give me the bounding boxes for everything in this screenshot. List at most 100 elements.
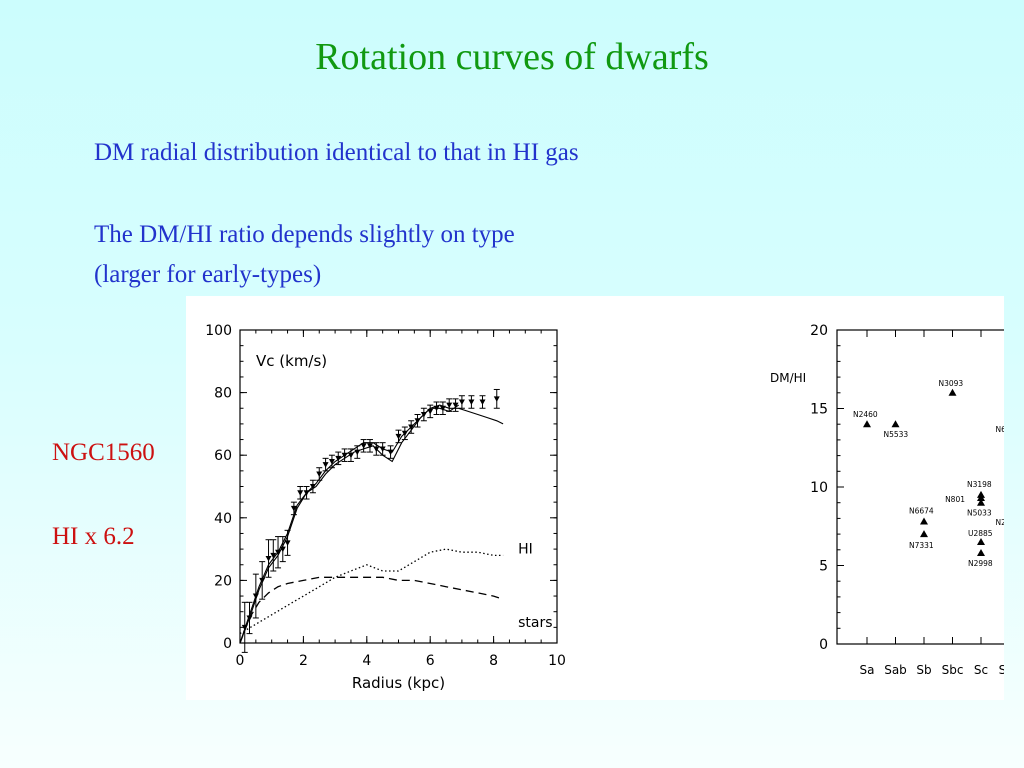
bullet-early-types: (larger for early-types) (94, 261, 322, 288)
data-point (433, 405, 440, 412)
point-label: N7331 (909, 541, 934, 550)
point-label: N5033 (967, 509, 992, 518)
data-point (341, 452, 348, 459)
point-label: N5533 (884, 430, 909, 439)
x-tick-label: 4 (362, 653, 371, 669)
y-tick-label: 20 (810, 323, 828, 339)
data-point (252, 593, 259, 600)
data-point (891, 420, 900, 428)
x-tick-label: 6 (426, 653, 435, 669)
dm-hi-ratio-chart: 05101520SaSabSbSbcScScdSdSdmSmImDM/HIN24… (770, 323, 1005, 677)
data-point (246, 615, 253, 621)
series-label-HI: HI (518, 541, 533, 557)
x-tick-label: 2 (299, 653, 308, 669)
point-label: N2998 (968, 559, 993, 568)
point-label: N2460 (853, 410, 878, 419)
data-point (354, 449, 361, 456)
bullet-dm-radial: DM radial distribution identical to that… (94, 139, 579, 166)
data-point (387, 449, 394, 456)
data-point (259, 577, 266, 584)
data-point (360, 443, 367, 449)
data-point (446, 402, 453, 409)
x-tick-label: Sbc (942, 663, 964, 677)
data-point (863, 420, 871, 428)
data-point (977, 537, 985, 545)
hi-scale-label: HI x 6.2 (52, 523, 135, 550)
data-point (309, 484, 316, 490)
data-point (401, 430, 408, 437)
data-point (366, 443, 373, 449)
plot-frame (239, 329, 558, 644)
data-point (265, 555, 272, 562)
data-point (379, 446, 386, 452)
data-point (493, 396, 500, 402)
x-axis-label: Radius (kpc) (352, 674, 445, 692)
data-point (297, 490, 304, 496)
data-point (270, 552, 277, 559)
point-label: N6503 (996, 425, 1005, 434)
data-point (335, 455, 342, 462)
galaxy-label: NGC1560 (52, 439, 155, 466)
point-label: U2885 (968, 529, 993, 538)
y-tick-label: 100 (205, 323, 232, 339)
x-tick-label: Sb (916, 663, 931, 677)
data-point (920, 517, 928, 525)
data-point (279, 546, 286, 553)
data-point (316, 471, 323, 477)
bullet-dm-hi-ratio: The DM/HI ratio depends slightly on type (94, 221, 515, 248)
data-point (439, 405, 446, 412)
data-point (468, 399, 475, 405)
data-point (284, 540, 291, 546)
y-tick-label: 5 (819, 559, 828, 575)
series-stars-line (239, 576, 504, 644)
y-tick-label: 80 (214, 386, 232, 402)
data-point (977, 498, 985, 506)
series-HI-line (239, 548, 504, 635)
y-tick-label: 0 (819, 637, 828, 653)
slide-title: Rotation curves of dwarfs (315, 36, 709, 78)
point-label: N3198 (967, 480, 992, 489)
point-label: N6674 (909, 507, 934, 516)
data-point (328, 458, 335, 465)
plot-panel: 0 2 4 6 8 10 0 20 40 60 80 100 Radius (kpc) Vc (km/s)… (186, 296, 1004, 700)
x-tick-label: Sc (974, 663, 988, 677)
data-point (458, 399, 465, 405)
y-tick-label: 0 (223, 636, 232, 652)
point-label: N3093 (939, 379, 964, 388)
y-tick-label: 20 (214, 573, 232, 589)
data-point (241, 624, 248, 631)
data-point (275, 549, 282, 556)
y-tick-label: 15 (810, 402, 828, 418)
data-point (948, 388, 957, 396)
model-curve-1 (239, 404, 460, 644)
x-tick-label: 8 (489, 653, 498, 669)
x-tick-label: Sab (884, 663, 907, 677)
model-curve-0 (239, 404, 504, 644)
y-tick-label: 10 (810, 480, 828, 496)
data-point (977, 493, 985, 501)
data-point (920, 530, 928, 538)
point-label: N2403 (996, 518, 1005, 527)
data-point (322, 462, 329, 468)
series-label-stars: stars (518, 615, 552, 631)
data-point (290, 505, 297, 512)
y-tick-label: 60 (214, 448, 232, 464)
vc-annotation: Vc (km/s) (256, 352, 327, 370)
data-point (452, 402, 459, 409)
data-point (347, 452, 354, 459)
x-tick-label: Scd (999, 663, 1004, 677)
y-axis-label: DM/HI (770, 371, 806, 385)
data-point (420, 412, 427, 418)
data-point (303, 490, 310, 496)
data-point (977, 548, 985, 556)
data-point (479, 399, 486, 405)
data-point (373, 446, 380, 452)
x-tick-label: 0 (236, 653, 245, 669)
y-tick-label: 40 (214, 511, 232, 527)
data-point (395, 433, 402, 440)
data-point (414, 418, 421, 424)
data-point (427, 408, 434, 415)
data-point (408, 424, 415, 431)
point-label: N801 (945, 495, 965, 504)
